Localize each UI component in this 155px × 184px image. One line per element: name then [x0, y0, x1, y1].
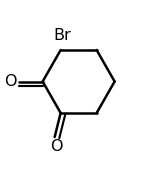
Text: Br: Br [53, 28, 71, 43]
Text: O: O [50, 139, 62, 154]
Text: O: O [4, 74, 16, 89]
